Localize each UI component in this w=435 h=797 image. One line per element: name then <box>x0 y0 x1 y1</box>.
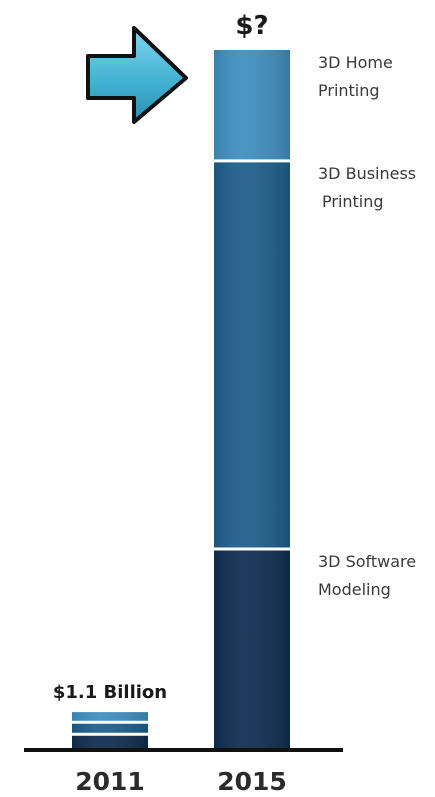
bar-gloss-2011 <box>72 712 148 748</box>
bar-value-label: $? <box>235 11 268 41</box>
pointer-arrow-icon <box>86 26 188 124</box>
bar-gloss-2015 <box>214 50 290 748</box>
series-label: 3D Home Printing <box>318 53 393 100</box>
labels-layer: 2011 $1.1 Billion 2015 $? 3D Software Modelin… <box>53 11 416 796</box>
bar-value-label: $1.1 Billion <box>53 682 167 703</box>
series-label: 3D Software Modeling <box>318 552 416 599</box>
series-label: 3D Business Printing <box>318 164 416 211</box>
bars-layer <box>72 50 290 748</box>
x-tick-label: 2011 <box>75 767 145 796</box>
x-tick-label: 2015 <box>217 767 287 796</box>
